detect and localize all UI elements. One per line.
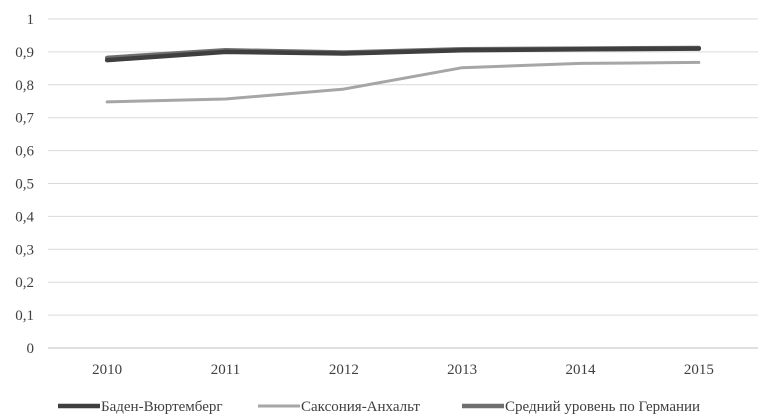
legend: Баден-Вюртемберг Саксония-Анхальт Средний … (58, 399, 700, 415)
y-tick-label: 0,6 (15, 144, 34, 160)
y-tick-label: 0,2 (15, 275, 34, 291)
x-tick-label: 2012 (329, 362, 359, 378)
gridlines (48, 18, 758, 349)
x-tick-label: 2013 (447, 362, 477, 378)
y-tick-label: 0,9 (15, 45, 34, 61)
legend-label-1: Баден-Вюртемберг (101, 399, 223, 415)
y-tick-label: 0,7 (15, 111, 34, 127)
x-tick-label: 2011 (211, 362, 240, 378)
x-axis-tick-labels: 2010 2011 2012 2013 2014 2015 (92, 362, 714, 378)
legend-label-3: Средний уровень по Германии (505, 399, 700, 415)
x-tick-label: 2010 (92, 362, 122, 378)
y-tick-label: 0,3 (15, 242, 34, 258)
y-tick-label: 1 (27, 12, 35, 28)
series-line-1 (104, 46, 702, 63)
y-tick-label: 0,4 (15, 209, 34, 225)
y-tick-label: 0,1 (15, 308, 34, 324)
legend-label-2: Саксония-Анхальт (301, 399, 420, 415)
y-axis-tick-labels: 0 0,1 0,2 0,3 0,4 0,5 0,6 0,7 0,8 0,9 1 (15, 12, 34, 357)
series-lines (104, 45, 702, 104)
y-tick-label: 0 (27, 341, 35, 357)
y-tick-label: 0,8 (15, 78, 34, 94)
series-line-2 (105, 60, 701, 104)
x-tick-label: 2014 (566, 362, 597, 378)
x-tick-label: 2015 (684, 362, 714, 378)
y-tick-label: 0,5 (15, 177, 34, 193)
